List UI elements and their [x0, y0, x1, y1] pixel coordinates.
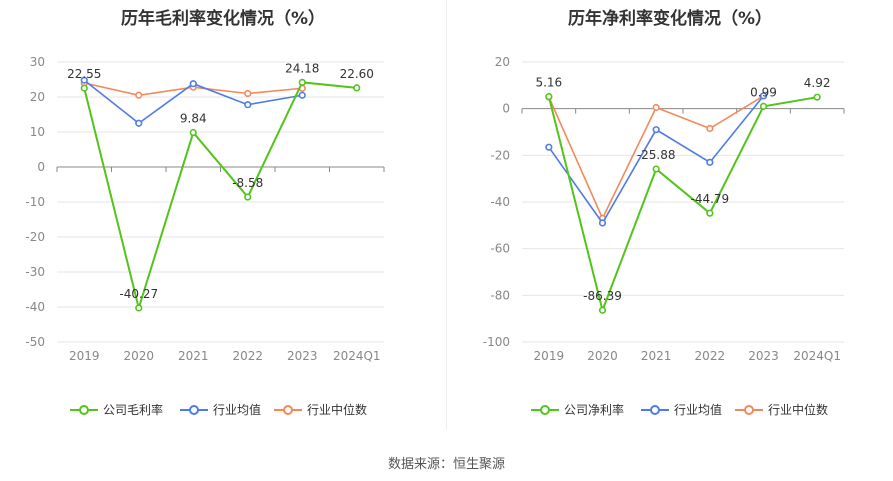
data-source-note: 数据来源：恒生聚源: [387, 457, 505, 472]
legend-label: 公司毛利率: [103, 402, 163, 417]
legend-marker-dot: [650, 405, 660, 415]
x-tick-label: 2020: [123, 349, 154, 363]
data-point-series-2: [244, 101, 252, 109]
data-point-series-1: [759, 102, 768, 110]
y-tick-label: -50: [25, 335, 45, 349]
data-label: 9.84: [180, 112, 207, 126]
gross-margin-chart-panel: 历年毛利率变化情况（%） 30 20 10 0 -10 -20 -30 -40 -50 2019 2…: [0, 0, 446, 430]
panel-divider: [446, 0, 447, 430]
x-tick-label: 2020: [587, 349, 618, 363]
x-tick-label: 2021: [641, 349, 672, 363]
legend-marker-dot: [283, 405, 293, 415]
legend-label: 公司净利率: [564, 402, 624, 417]
legend-label: 行业均值: [674, 402, 722, 417]
net-margin-chart: 20 0 -20 -40 -60 -80 -100 2019 2020 2021 2022 2023 2…: [483, 55, 845, 417]
y-tick-label: -30: [25, 265, 45, 279]
data-label: -40.27: [119, 287, 158, 301]
data-label: -8.58: [232, 176, 263, 190]
data-point-series-2: [298, 91, 306, 99]
data-point-series-1: [706, 209, 714, 217]
x-tick-label: 2019: [534, 349, 565, 363]
data-point-series-1: [244, 193, 252, 201]
x-tick-label: 2024Q1: [793, 349, 841, 363]
legend-marker-dot: [79, 405, 89, 415]
data-point-series-1: [189, 128, 197, 137]
x-tick-label: 2022: [695, 349, 726, 363]
x-tick-label: 2023: [287, 349, 318, 363]
legend-label: 行业中位数: [768, 402, 828, 417]
data-label: -25.88: [637, 148, 676, 162]
data-point-series-1: [80, 84, 88, 92]
y-tick-label: -40: [490, 195, 510, 209]
data-point-series-1: [135, 304, 143, 312]
data-point-series-3: [135, 91, 143, 99]
data-point-series-1: [298, 78, 306, 86]
data-label: 4.92: [804, 76, 831, 90]
gross-margin-chart: 30 20 10 0 -10 -20 -30 -40 -50 2019 2020 2021 2022 20…: [25, 55, 385, 417]
legend-marker-dot: [744, 405, 754, 415]
x-tick-label: 2023: [748, 349, 779, 363]
data-label: 5.16: [535, 76, 562, 90]
y-tick-label: -20: [490, 148, 510, 162]
data-point-series-2: [652, 126, 660, 134]
data-label: 0.99: [750, 85, 777, 99]
data-point-series-2: [545, 143, 553, 151]
data-label: -44.79: [690, 192, 729, 206]
data-point-series-2: [80, 76, 88, 84]
y-tick-label: -80: [490, 288, 510, 302]
x-tick-label: 2022: [232, 349, 263, 363]
data-point-series-1: [598, 306, 607, 314]
y-tick-label: 30: [30, 55, 45, 69]
y-tick-label: 0: [502, 102, 510, 116]
y-tick-label: -100: [483, 335, 510, 349]
y-tick-label: -20: [25, 230, 45, 244]
data-label: 22.55: [67, 67, 101, 81]
y-tick-label: -40: [25, 300, 45, 314]
y-tick-label: -60: [490, 242, 510, 256]
gross-margin-chart-title: 历年毛利率变化情况（%）: [120, 9, 326, 29]
y-tick-label: 0: [37, 160, 45, 174]
data-label: 22.60: [340, 67, 374, 81]
data-point-series-2: [706, 158, 714, 166]
data-label: -86.39: [583, 289, 622, 303]
x-tick-label: 2021: [178, 349, 209, 363]
net-margin-chart-panel: 历年净利率变化情况（%） 20 0 -20 -40 -60 -80 -100 2019 2020…: [447, 0, 893, 430]
series-line-1: [83, 81, 357, 312]
data-point-series-1: [813, 93, 821, 101]
legend-marker-dot: [189, 405, 199, 415]
data-point-series-3: [706, 124, 714, 133]
y-tick-label: 20: [495, 55, 510, 69]
series-line-1: [547, 96, 818, 314]
data-point-series-2: [135, 119, 143, 127]
data-label: 24.18: [285, 61, 319, 75]
legend-marker-dot: [540, 405, 550, 415]
data-point-series-3: [652, 103, 660, 112]
y-tick-label: 20: [30, 90, 45, 104]
x-tick-label: 2019: [69, 349, 100, 363]
y-tick-label: 10: [30, 125, 45, 139]
y-tick-label: -10: [25, 195, 45, 209]
x-tick-label: 2024Q1: [333, 349, 381, 363]
legend-label: 行业均值: [213, 402, 261, 417]
data-point-series-2: [598, 219, 607, 227]
data-point-series-1: [545, 93, 553, 101]
data-point-series-2: [759, 92, 768, 100]
data-point-series-2: [189, 80, 197, 88]
legend-label: 行业中位数: [307, 402, 367, 417]
data-point-series-1: [353, 84, 361, 92]
net-margin-chart-title: 历年净利率变化情况（%）: [567, 9, 773, 29]
data-point-series-3: [244, 89, 252, 98]
data-point-series-1: [652, 165, 660, 173]
